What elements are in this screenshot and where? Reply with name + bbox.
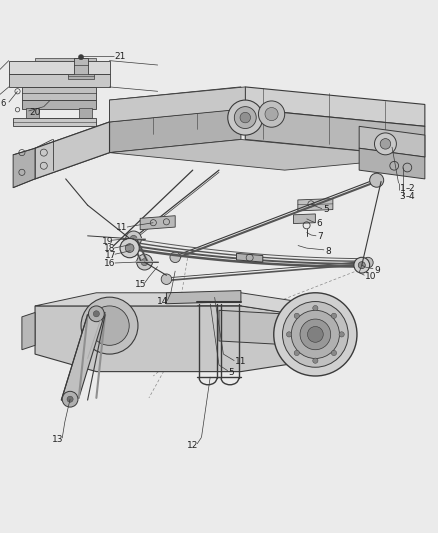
Polygon shape	[9, 74, 110, 87]
Circle shape	[339, 332, 344, 337]
Circle shape	[283, 302, 348, 367]
Polygon shape	[35, 122, 110, 179]
Circle shape	[81, 297, 138, 354]
Text: 15: 15	[134, 279, 146, 288]
Circle shape	[125, 244, 134, 253]
Polygon shape	[245, 109, 425, 157]
Polygon shape	[35, 293, 298, 314]
Polygon shape	[13, 148, 35, 188]
Circle shape	[234, 107, 256, 128]
Circle shape	[88, 306, 104, 322]
Polygon shape	[110, 140, 425, 170]
Circle shape	[374, 133, 396, 155]
Polygon shape	[237, 253, 263, 262]
Circle shape	[258, 101, 285, 127]
Text: 1: 1	[399, 184, 405, 193]
Text: 21: 21	[115, 52, 126, 61]
Circle shape	[294, 313, 300, 318]
Circle shape	[294, 350, 300, 356]
Polygon shape	[359, 148, 425, 179]
Circle shape	[307, 327, 323, 342]
Circle shape	[331, 313, 336, 318]
Circle shape	[161, 274, 172, 285]
Text: 6: 6	[0, 99, 5, 108]
Text: 5: 5	[229, 368, 234, 377]
Circle shape	[300, 319, 331, 350]
Polygon shape	[22, 312, 35, 350]
Polygon shape	[359, 126, 425, 157]
Circle shape	[354, 257, 370, 273]
Polygon shape	[245, 87, 425, 126]
Polygon shape	[22, 87, 96, 100]
Circle shape	[67, 396, 73, 402]
Text: 20: 20	[29, 108, 41, 117]
Polygon shape	[74, 59, 88, 75]
Polygon shape	[140, 216, 175, 230]
Polygon shape	[35, 122, 110, 179]
Circle shape	[228, 100, 263, 135]
Circle shape	[120, 238, 139, 258]
Text: 12: 12	[187, 441, 198, 450]
Text: 9: 9	[374, 265, 380, 274]
Circle shape	[240, 112, 251, 123]
Text: 16: 16	[104, 260, 115, 269]
Circle shape	[78, 54, 84, 60]
Text: 11: 11	[235, 358, 247, 367]
Polygon shape	[35, 59, 96, 61]
Text: 10: 10	[365, 272, 377, 281]
Circle shape	[291, 310, 339, 359]
Polygon shape	[298, 199, 333, 211]
Text: –: –	[406, 192, 410, 201]
Circle shape	[286, 332, 292, 337]
Polygon shape	[79, 108, 92, 118]
Text: 11: 11	[116, 223, 127, 231]
Circle shape	[331, 350, 336, 356]
Circle shape	[380, 139, 391, 149]
Text: 7: 7	[317, 232, 323, 241]
Polygon shape	[35, 306, 298, 372]
Text: 3: 3	[399, 192, 405, 201]
Polygon shape	[9, 61, 110, 74]
Polygon shape	[110, 87, 245, 122]
Polygon shape	[110, 109, 241, 152]
Circle shape	[126, 231, 141, 247]
Circle shape	[93, 311, 99, 317]
Text: 14: 14	[157, 297, 168, 306]
Circle shape	[137, 254, 152, 270]
Circle shape	[170, 252, 180, 263]
Text: 6: 6	[316, 219, 322, 228]
Polygon shape	[166, 290, 241, 304]
Circle shape	[62, 391, 78, 407]
Circle shape	[370, 173, 384, 187]
Circle shape	[141, 259, 148, 265]
Text: 19: 19	[102, 237, 113, 246]
Text: 2: 2	[408, 184, 414, 193]
Polygon shape	[110, 87, 241, 122]
Circle shape	[130, 236, 137, 243]
Circle shape	[358, 262, 365, 269]
Circle shape	[274, 293, 357, 376]
Text: 4: 4	[408, 192, 414, 201]
Circle shape	[265, 108, 278, 120]
Text: –: –	[406, 184, 410, 193]
Circle shape	[363, 257, 373, 268]
Polygon shape	[61, 312, 105, 400]
Text: 17: 17	[105, 251, 116, 260]
Text: 5: 5	[323, 205, 328, 214]
Text: 18: 18	[104, 245, 115, 254]
Polygon shape	[26, 108, 39, 118]
Circle shape	[313, 358, 318, 364]
Polygon shape	[293, 214, 315, 223]
Polygon shape	[22, 100, 96, 109]
Circle shape	[313, 305, 318, 311]
Polygon shape	[68, 74, 94, 79]
Polygon shape	[13, 118, 96, 126]
Circle shape	[90, 306, 129, 345]
Text: 8: 8	[325, 247, 331, 256]
Text: 13: 13	[52, 435, 63, 444]
Polygon shape	[219, 310, 298, 345]
